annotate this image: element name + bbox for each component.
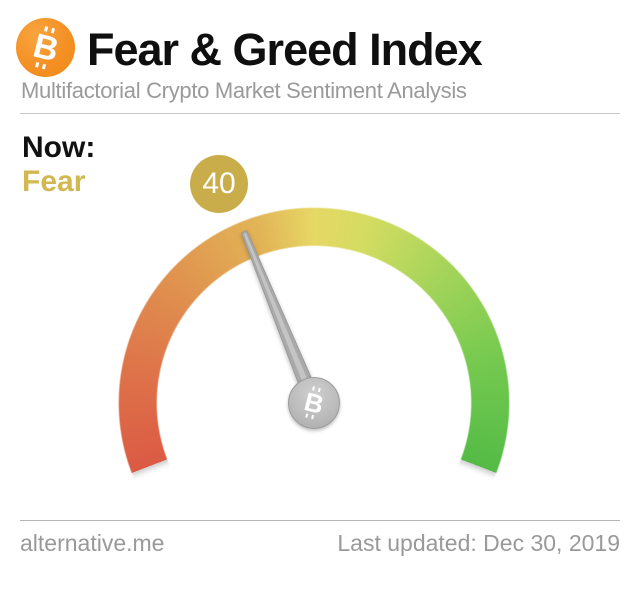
fear-greed-widget: B Fear & Greed Index Multifactorial Cryp… (16, 18, 620, 599)
gauge-value-badge: 40 (190, 155, 248, 213)
bitcoin-hub-icon: B (301, 386, 327, 420)
gauge-value: 40 (202, 167, 236, 200)
page-subtitle: Multifactorial Crypto Market Sentiment A… (21, 78, 467, 103)
bitcoin-logo-icon: B (16, 18, 75, 77)
gauge-hub: B (288, 377, 340, 429)
bitcoin-glyph: B (28, 25, 63, 69)
header-divider (20, 113, 620, 114)
footer-divider (20, 520, 620, 521)
now-label: Now: (22, 131, 96, 164)
last-updated: Last updated: Dec 30, 2019 (337, 530, 620, 556)
page-title: Fear & Greed Index (87, 24, 483, 75)
sentiment-value: Fear (22, 165, 86, 198)
site-name: alternative.me (20, 530, 165, 556)
